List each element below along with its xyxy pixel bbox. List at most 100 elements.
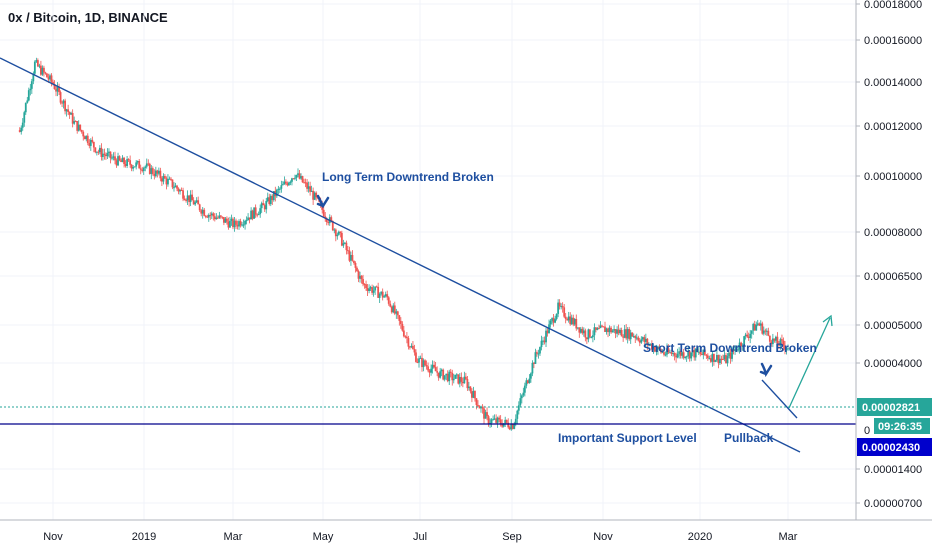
candle-body [446, 373, 449, 382]
candle-body [620, 329, 623, 337]
candle-body [725, 355, 727, 364]
candle-body [117, 156, 119, 166]
candle-body [251, 210, 254, 219]
candle-body [520, 395, 523, 399]
candle-body [784, 345, 786, 350]
candle-body [508, 427, 511, 430]
candle-body [307, 186, 310, 189]
candle-body [58, 87, 60, 93]
candle-body [753, 324, 756, 331]
candle-body [452, 378, 455, 381]
short-term-trendline[interactable] [761, 379, 798, 419]
candle-body [628, 329, 631, 340]
candle-body [247, 217, 249, 221]
candle-body [368, 288, 370, 291]
candle-body [136, 161, 139, 163]
candle-body [558, 302, 561, 307]
candle-body [156, 170, 159, 174]
candle-body [297, 173, 299, 176]
candle-body [325, 218, 328, 222]
candle-body [41, 67, 44, 75]
candle-body [359, 275, 361, 279]
candle-body [86, 135, 89, 144]
candle-body [734, 349, 736, 351]
candle-body [640, 339, 643, 343]
candle-body [384, 294, 387, 297]
candle-body [581, 328, 584, 334]
candle-body [309, 186, 311, 192]
candle-body [206, 216, 209, 218]
down-arrow-icon [759, 362, 773, 378]
candle-body [576, 327, 579, 329]
long-term-trendline[interactable] [0, 57, 801, 453]
candle-body [685, 356, 688, 358]
candle-body [167, 178, 169, 185]
candle-body [254, 207, 257, 215]
candle-body [401, 323, 404, 331]
candle-body [29, 88, 32, 91]
price-axis: 0.00018000 0.00016000 0.00014000 0.00012000… [856, 0, 922, 510]
candle-body [708, 358, 711, 360]
candle-body [46, 73, 48, 78]
candle-body [77, 124, 80, 131]
candle-body [353, 260, 355, 263]
candle-body [380, 291, 383, 294]
candle-body [729, 352, 732, 359]
candle-body [767, 330, 770, 336]
candle-body [691, 350, 694, 353]
candle-body [109, 151, 112, 159]
candle-body [201, 209, 204, 214]
candle-body [702, 349, 705, 355]
candle-body [313, 192, 316, 200]
candle-body [588, 329, 591, 338]
candle-body [679, 351, 682, 356]
projection-arrow-line[interactable] [788, 317, 831, 409]
candle-body [467, 386, 470, 389]
candle-body [490, 419, 493, 424]
candle-body [492, 419, 494, 421]
candle-body [312, 190, 315, 200]
candle-body [759, 323, 762, 326]
candle-body [147, 163, 150, 165]
candle-body [191, 194, 194, 201]
y-tick-label: 0.00010000 [864, 171, 922, 183]
candle-body [566, 318, 569, 321]
candle-body [47, 77, 50, 80]
candle-body [561, 306, 564, 308]
candle-body [327, 221, 330, 224]
candle-body [498, 417, 501, 420]
x-tick-label: 2019 [132, 531, 156, 543]
candle-body [409, 346, 411, 348]
candle-body [241, 224, 243, 226]
candle-body [186, 195, 189, 201]
candle-body [604, 326, 606, 332]
candle-body [242, 224, 245, 226]
candle-body [49, 75, 51, 80]
candle-body [578, 327, 581, 333]
candle-body [464, 376, 467, 380]
candle-body [389, 303, 392, 307]
candle-body [542, 340, 544, 342]
candle-body [83, 136, 86, 140]
candle-body [425, 365, 428, 367]
candle-body [657, 346, 659, 350]
candle-body [427, 366, 429, 371]
candle-body [303, 182, 305, 184]
candle-body [746, 334, 749, 337]
candle-body [472, 391, 475, 398]
candle-body [601, 325, 603, 327]
candle-body [582, 330, 585, 334]
candle-body [269, 195, 272, 205]
candle-body [661, 352, 664, 354]
candle-body [709, 358, 712, 362]
candle-body [257, 214, 260, 216]
candle-body [278, 188, 281, 190]
candle-body [563, 307, 566, 317]
candle-body [351, 254, 354, 261]
candle-body [354, 262, 357, 268]
candle-body [474, 391, 476, 399]
candle-body [555, 313, 558, 320]
candle-body [114, 156, 116, 161]
candle-body [142, 167, 145, 172]
